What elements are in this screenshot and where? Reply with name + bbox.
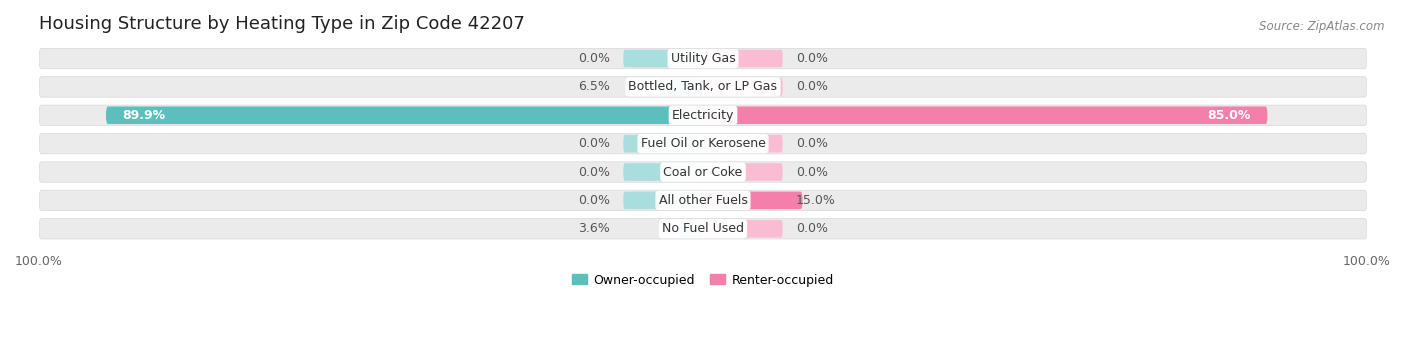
FancyBboxPatch shape [105, 106, 703, 124]
Text: Utility Gas: Utility Gas [671, 52, 735, 65]
Text: 0.0%: 0.0% [796, 165, 828, 179]
FancyBboxPatch shape [39, 105, 1367, 125]
FancyBboxPatch shape [39, 219, 1367, 239]
FancyBboxPatch shape [623, 192, 703, 209]
Text: Fuel Oil or Kerosene: Fuel Oil or Kerosene [641, 137, 765, 150]
Text: Electricity: Electricity [672, 109, 734, 122]
FancyBboxPatch shape [679, 220, 703, 238]
Text: 0.0%: 0.0% [578, 52, 610, 65]
FancyBboxPatch shape [39, 48, 1367, 69]
Text: 0.0%: 0.0% [578, 194, 610, 207]
Legend: Owner-occupied, Renter-occupied: Owner-occupied, Renter-occupied [572, 273, 834, 286]
FancyBboxPatch shape [39, 77, 1367, 97]
Text: 6.5%: 6.5% [578, 80, 610, 93]
Text: 0.0%: 0.0% [578, 165, 610, 179]
Text: Bottled, Tank, or LP Gas: Bottled, Tank, or LP Gas [628, 80, 778, 93]
Text: 0.0%: 0.0% [796, 137, 828, 150]
Text: 0.0%: 0.0% [796, 222, 828, 235]
Text: 0.0%: 0.0% [796, 80, 828, 93]
FancyBboxPatch shape [623, 50, 703, 67]
FancyBboxPatch shape [659, 78, 703, 96]
FancyBboxPatch shape [703, 192, 803, 209]
FancyBboxPatch shape [703, 78, 783, 96]
Text: 15.0%: 15.0% [796, 194, 835, 207]
FancyBboxPatch shape [623, 163, 703, 181]
Text: Source: ZipAtlas.com: Source: ZipAtlas.com [1260, 20, 1385, 33]
Text: Housing Structure by Heating Type in Zip Code 42207: Housing Structure by Heating Type in Zip… [39, 15, 524, 33]
Text: Coal or Coke: Coal or Coke [664, 165, 742, 179]
FancyBboxPatch shape [39, 162, 1367, 182]
FancyBboxPatch shape [703, 135, 783, 152]
FancyBboxPatch shape [39, 133, 1367, 154]
Text: 0.0%: 0.0% [578, 137, 610, 150]
FancyBboxPatch shape [623, 135, 703, 152]
FancyBboxPatch shape [703, 220, 783, 238]
FancyBboxPatch shape [703, 163, 783, 181]
Text: 3.6%: 3.6% [578, 222, 610, 235]
FancyBboxPatch shape [39, 190, 1367, 211]
Text: 85.0%: 85.0% [1208, 109, 1251, 122]
FancyBboxPatch shape [703, 106, 1267, 124]
Text: 0.0%: 0.0% [796, 52, 828, 65]
Text: 89.9%: 89.9% [122, 109, 166, 122]
Text: No Fuel Used: No Fuel Used [662, 222, 744, 235]
Text: All other Fuels: All other Fuels [658, 194, 748, 207]
FancyBboxPatch shape [703, 50, 783, 67]
